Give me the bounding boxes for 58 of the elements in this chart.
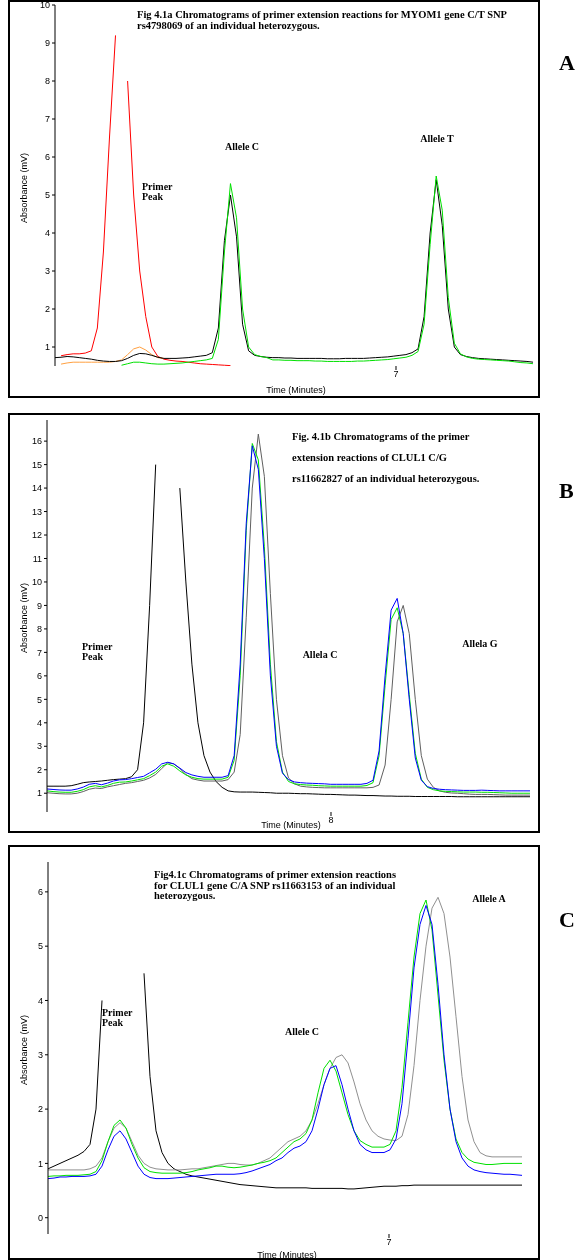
y-tick-label: 1 (36, 788, 42, 799)
y-tick-label: 6 (44, 152, 50, 163)
y-tick-label: 9 (44, 38, 50, 49)
annotation: Primer Peak (82, 641, 114, 662)
y-tick-label: 11 (32, 553, 42, 564)
y-tick-label: 2 (44, 304, 50, 315)
y-axis-title: Absorbance (mV) (19, 582, 29, 654)
y-tick-label: 8 (44, 76, 50, 87)
y-tick-label: 4 (44, 228, 50, 239)
y-tick-label: 10 (39, 0, 50, 11)
text: Fig. 4.1b Chromatograms of the primer extension reactions of CLUL1 C/G rs11662827 of an individual heterozygous. (292, 430, 481, 486)
annotation: Allele C (284, 1026, 320, 1037)
y-tick-label: 13 (31, 506, 42, 517)
y-tick-label: 6 (36, 671, 42, 682)
text: 8 (328, 815, 334, 825)
y-tick-label: 2 (37, 1104, 43, 1115)
annotation: Primer Peak (142, 181, 174, 202)
y-tick-label: 3 (36, 741, 42, 752)
y-tick-label: 3 (37, 1049, 43, 1060)
annotation: Primer Peak (102, 1007, 134, 1028)
y-tick-label: 9 (36, 600, 42, 611)
x-axis-title: Time (Minutes) (266, 385, 326, 395)
text: Fig 4.1a Chromatograms of primer extension reactions for MYOM1 gene C/T SNP rs4798069 of an individual heterozygous. (137, 9, 508, 31)
y-tick-label: 14 (31, 483, 42, 494)
y-tick-label: 7 (44, 114, 50, 125)
text: 7 (393, 369, 399, 379)
y-tick-label: 1 (37, 1158, 43, 1169)
y-tick-label: 4 (36, 718, 42, 728)
line-series (121, 175, 533, 366)
y-tick-label: 0 (37, 1212, 43, 1223)
y-tick-label: 7 (36, 647, 42, 658)
y-tick-label: 8 (36, 624, 42, 635)
annotation: Allele C (224, 141, 260, 152)
y-tick-label: 10 (31, 577, 42, 588)
y-axis-title: Absorbance (mV) (19, 1014, 29, 1086)
y-tick-label: 1 (44, 342, 50, 353)
y-tick-label: 3 (44, 266, 50, 277)
annotation: Allela G (462, 638, 498, 649)
text: 7 (386, 1237, 392, 1247)
x-axis-title: Time (Minutes) (261, 820, 321, 830)
y-tick-label: 2 (36, 764, 42, 775)
y-tick-label: 4 (37, 995, 43, 1006)
text: Fig4.1c Chromatograms of primer extension reactions for CLUL1 gene C/A SNP rs11663153 of an individual heterozygous. (154, 869, 398, 902)
text: A (559, 50, 575, 76)
y-axis-title: Absorbance (mV) (19, 152, 29, 223)
y-tick-label: 5 (37, 941, 43, 952)
y-tick-label: 12 (31, 530, 42, 541)
y-tick-label: 16 (31, 436, 42, 447)
annotation: Allele A (472, 893, 506, 904)
y-tick-label: 5 (44, 190, 50, 201)
text: C (559, 907, 575, 933)
y-tick-label: 15 (31, 459, 42, 470)
text: B (559, 478, 574, 504)
annotation: Allela C (302, 649, 338, 660)
y-tick-label: 6 (37, 887, 43, 898)
y-tick-label: 5 (36, 694, 42, 705)
annotation: Allele T (420, 133, 454, 144)
x-axis-title: Time (Minutes) (257, 1250, 317, 1260)
